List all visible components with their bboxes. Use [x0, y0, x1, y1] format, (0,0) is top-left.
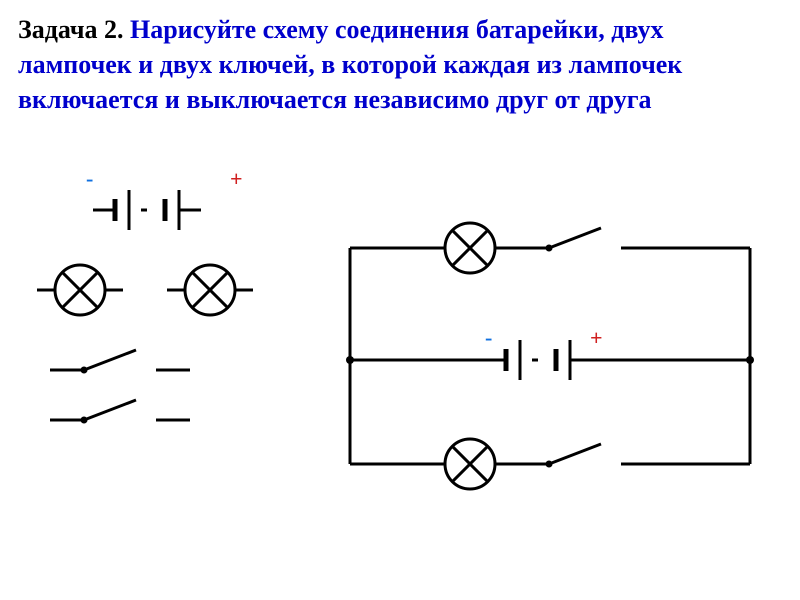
lamp-symbol-2 — [185, 265, 235, 315]
switch-top — [515, 228, 655, 252]
switch-symbol-2 — [50, 400, 190, 424]
lamp-symbol-1 — [55, 265, 105, 315]
battery-symbol — [93, 190, 201, 230]
assembled-circuit: -+ — [340, 200, 790, 520]
battery-plus-label: + — [590, 325, 603, 350]
components-palette: -+ — [0, 160, 300, 460]
battery-plus-label: + — [230, 166, 243, 191]
lamp-bottom — [445, 439, 495, 489]
switch-symbol-1 — [50, 350, 190, 374]
problem-label: Задача 2. — [18, 15, 124, 44]
battery — [484, 340, 592, 380]
lamp-top — [445, 223, 495, 273]
switch-bottom — [515, 444, 655, 468]
battery-minus-label: - — [485, 325, 492, 350]
problem-text: Задача 2. Нарисуйте схему соединения бат… — [18, 12, 770, 117]
battery-minus-label: - — [86, 166, 93, 191]
